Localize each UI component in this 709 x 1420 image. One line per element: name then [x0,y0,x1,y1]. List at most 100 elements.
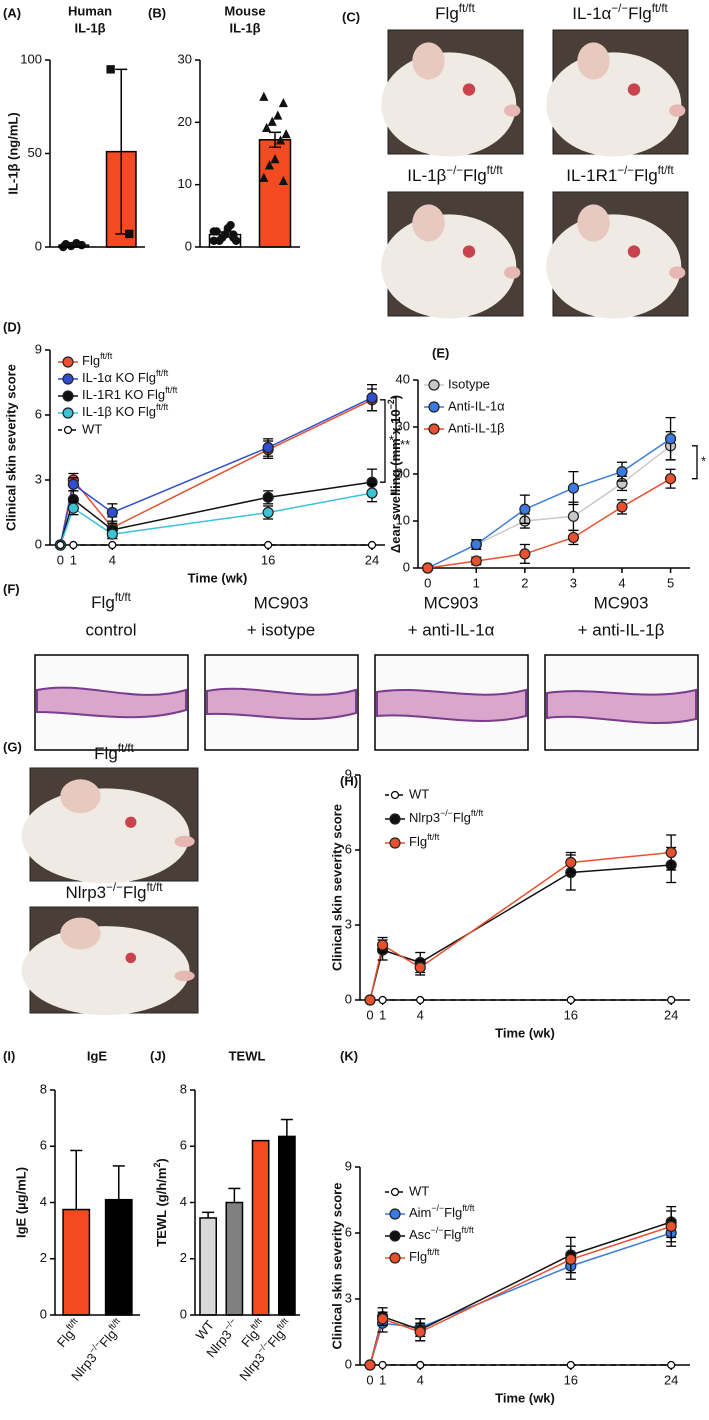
text-run: ) [388,395,403,399]
data-point [106,65,115,74]
data-point [106,528,118,540]
superscript: ft/ft [115,592,132,604]
legend-label: IL-1β KO Flgft/ft [82,402,169,419]
y-tick-label: 3 [35,471,42,486]
data-point [667,995,676,1005]
legend-marker [62,407,74,419]
photo-caption: Flgft/ft [94,743,134,763]
superscript: ft/ft [652,3,669,15]
superscript: ft/ft [487,165,504,177]
data-point [215,236,224,245]
x-tick-label: 3 [570,575,577,590]
legend-label: WT [409,786,429,801]
data-point [364,994,376,1006]
data-point [108,540,117,550]
chart-title: IL-1β [229,20,260,35]
chart-title: IL-1β [74,20,105,35]
legend-marker [62,390,74,402]
y-tick-label: 0 [403,559,410,574]
data-point [209,227,219,236]
y-axis-label: Δear swelling (mm x 10−2) [386,395,403,553]
y-tick-label: 0 [345,1356,352,1371]
data-point [414,1326,426,1338]
data-point [378,1360,387,1370]
data-point [278,175,288,186]
data-point [519,503,531,515]
legend-marker [389,837,401,849]
y-axis-label: TEWL (g/h/m2) [152,1158,169,1246]
superscript: ft/ft [156,368,169,378]
panel-label: (H) [340,773,358,788]
y-tick-label: 6 [35,406,42,421]
series-line [369,1221,672,1366]
bar [62,1208,91,1316]
photo-eye [627,83,641,96]
panel-label: (K) [340,1048,358,1063]
x-tick-label: 5 [667,575,674,590]
x-tick-label: 1 [473,575,480,590]
legend-marker [428,401,440,413]
data-point [665,846,677,859]
text-run: IL-1R1 [566,166,617,185]
superscript: ft/ft [427,832,440,842]
panel-caption: MC903 [254,593,309,612]
x-tick-label: 16 [564,1372,578,1387]
data-point [56,540,65,550]
y-tick-label: 0 [35,536,42,551]
data-point [567,510,580,522]
legend-marker [389,1252,401,1264]
data-point [278,97,288,108]
data-point [259,91,269,101]
y-tick-label: 30 [178,51,192,66]
superscript: −/− [446,165,463,177]
text-run: IL-1β [407,166,446,185]
y-tick-label: 0 [185,238,192,253]
y-axis-label: Clinical skin severity score [3,364,18,531]
superscript: −/− [431,1225,444,1235]
data-point [416,1360,425,1370]
y-tick-label: 9 [345,766,352,781]
data-point [616,466,628,478]
data-point [264,160,274,170]
y-tick-label: 3 [345,1290,352,1305]
chart-title: Mouse [224,3,265,18]
legend-label: Flgft/ft [409,1247,440,1264]
chart-title: Human [68,3,112,18]
y-tick-label: 100 [20,51,42,66]
text-run: Δear swelling (mm x 10 [388,409,403,553]
text-run: Nlrp3 [69,1351,100,1384]
panel-label: (A) [3,5,21,20]
y-tick-label: 10 [178,176,192,191]
photo-nose [504,266,521,279]
significance-bracket [380,399,386,483]
photo-ear [577,204,610,242]
legend-marker [62,356,74,368]
photo-body [546,52,682,157]
text-run: Aim [409,1205,431,1220]
significance-bracket [692,445,698,480]
superscript: ft/ft [471,808,484,818]
significance-label: * [701,454,706,469]
data-point [567,531,580,544]
text-run: Flg [435,4,459,23]
legend-label: Isotype [448,376,490,391]
superscript: ft/ft [100,351,113,361]
panel-caption: + isotype [247,620,316,639]
bar [225,1201,244,1316]
data-point [519,548,531,560]
data-point [270,154,280,164]
bar [277,1135,296,1316]
x-tick-label: 0 [57,552,64,567]
photo-caption: Nlrp3−/−Flgft/ft [66,882,164,902]
data-point [366,392,378,404]
series-line [427,438,671,569]
superscript: ft/ft [462,1203,475,1213]
text-run: Flg [409,1249,427,1264]
photo-body [21,926,190,1016]
x-tick-label: 24 [664,1372,678,1387]
data-point [226,220,235,230]
superscript: −/− [440,808,453,818]
superscript: −/− [611,3,628,15]
data-point [664,433,677,445]
